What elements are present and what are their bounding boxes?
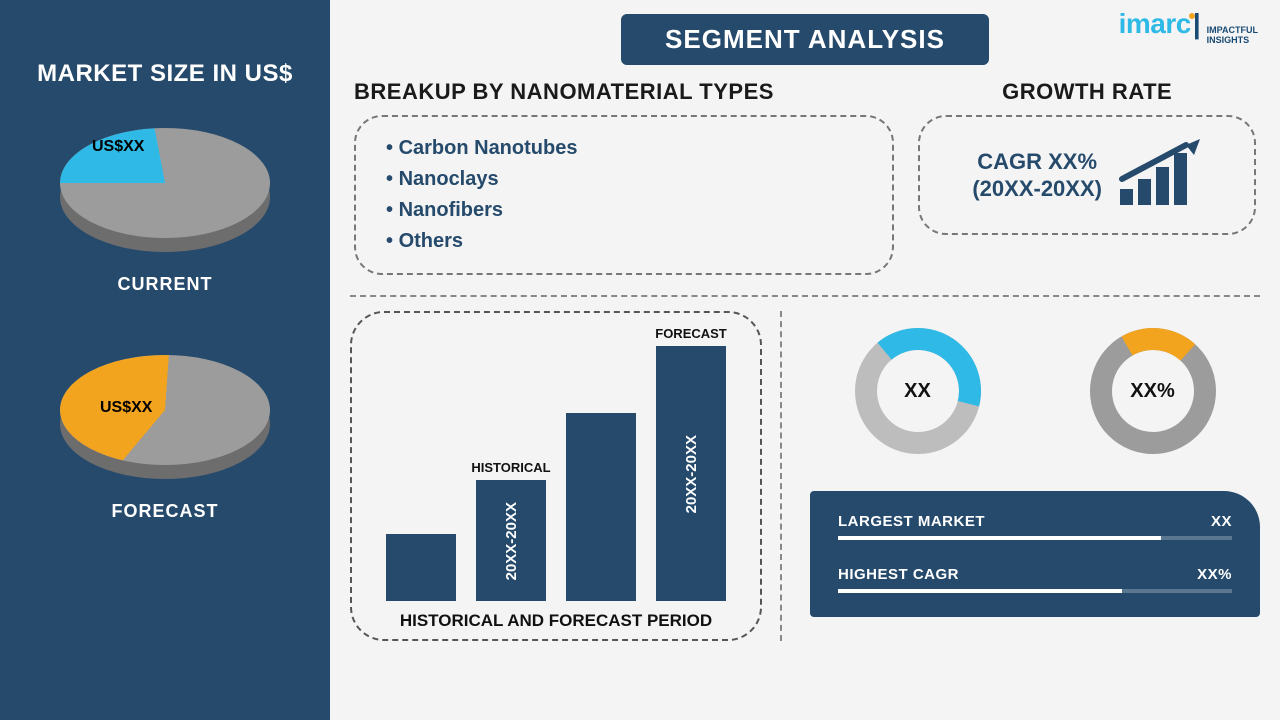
bar: FORECAST20XX-20XX <box>656 346 726 601</box>
type-list-item: Nanofibers <box>386 195 862 226</box>
kpi-label: LARGEST MARKET <box>838 513 985 530</box>
left-panel: MARKET SIZE IN US$ US$XX CURRENT US$XX F… <box>0 0 330 720</box>
bar-chart-caption: HISTORICAL AND FORECAST PERIOD <box>382 611 730 631</box>
pie-current: US$XX CURRENT <box>60 128 270 295</box>
divider <box>350 295 1260 297</box>
growth-title: GROWTH RATE <box>918 79 1256 105</box>
growth-text: CAGR XX%(20XX-20XX) <box>972 148 1102 203</box>
kpi-value: XX% <box>1197 566 1232 583</box>
type-list: Carbon NanotubesNanoclaysNanofibersOther… <box>386 133 862 257</box>
bar-top-label: HISTORICAL <box>471 460 550 475</box>
bar-inner-label: 20XX-20XX <box>503 502 520 580</box>
kpi-box: LARGEST MARKET XX HIGHEST CAGR XX% <box>810 491 1260 617</box>
logo-dot-icon <box>1189 13 1195 19</box>
pie-current-label: US$XX <box>92 138 144 156</box>
pie-forecast-label: US$XX <box>100 399 152 417</box>
type-list-item: Nanoclays <box>386 164 862 195</box>
pie-forecast-caption: FORECAST <box>112 501 219 522</box>
kpi-row: LARGEST MARKET XX <box>838 513 1232 540</box>
right-panel: imarc | IMPACTFULINSIGHTS SEGMENT ANALYS… <box>330 0 1280 720</box>
logo-tagline: IMPACTFULINSIGHTS <box>1207 26 1258 46</box>
pie-forecast-chart: US$XX <box>60 355 270 475</box>
type-list-item: Carbon Nanotubes <box>386 133 862 164</box>
kpi-bar <box>838 536 1232 540</box>
kpi-row: HIGHEST CAGR XX% <box>838 566 1232 593</box>
donut-xx-pct-label: XX% <box>1130 380 1174 403</box>
growth-chart-icon <box>1116 139 1202 211</box>
donut-row: XX XX% <box>810 321 1260 461</box>
logo-brand: imarc <box>1119 8 1191 40</box>
bar <box>566 413 636 601</box>
kpi-bar <box>838 589 1232 593</box>
kpi-value: XX <box>1211 513 1232 530</box>
logo: imarc | IMPACTFULINSIGHTS <box>1119 8 1258 46</box>
bar: HISTORICAL20XX-20XX <box>476 480 546 601</box>
bar <box>386 534 456 601</box>
donut-xx-pct: XX% <box>1083 321 1223 461</box>
bar-chart: HISTORICAL20XX-20XXFORECAST20XX-20XX <box>382 333 730 601</box>
historical-section: HISTORICAL20XX-20XXFORECAST20XX-20XX HIS… <box>350 311 780 641</box>
bar-inner-label: 20XX-20XX <box>683 435 700 513</box>
bar-chart-box: HISTORICAL20XX-20XXFORECAST20XX-20XX HIS… <box>350 311 762 641</box>
bottom-row: HISTORICAL20XX-20XXFORECAST20XX-20XX HIS… <box>350 311 1260 641</box>
banner-title: SEGMENT ANALYSIS <box>621 14 989 65</box>
pie-forecast: US$XX FORECAST <box>60 355 270 522</box>
breakup-section: BREAKUP BY NANOMATERIAL TYPES Carbon Nan… <box>354 79 894 275</box>
growth-section: GROWTH RATE CAGR XX%(20XX-20XX) <box>918 79 1256 275</box>
growth-box: CAGR XX%(20XX-20XX) <box>918 115 1256 235</box>
top-row: BREAKUP BY NANOMATERIAL TYPES Carbon Nan… <box>350 79 1260 275</box>
pie-current-caption: CURRENT <box>118 274 213 295</box>
type-list-item: Others <box>386 226 862 257</box>
donut-xx: XX <box>848 321 988 461</box>
kpi-label: HIGHEST CAGR <box>838 566 959 583</box>
breakup-box: Carbon NanotubesNanoclaysNanofibersOther… <box>354 115 894 275</box>
bar-top-label: FORECAST <box>655 326 727 341</box>
pie-current-chart: US$XX <box>60 128 270 248</box>
stats-section: XX XX% LARGEST MARKET XX HIGHEST CAGR XX% <box>780 311 1260 641</box>
market-size-title: MARKET SIZE IN US$ <box>37 60 293 88</box>
donut-xx-label: XX <box>904 380 931 403</box>
breakup-title: BREAKUP BY NANOMATERIAL TYPES <box>354 79 894 105</box>
